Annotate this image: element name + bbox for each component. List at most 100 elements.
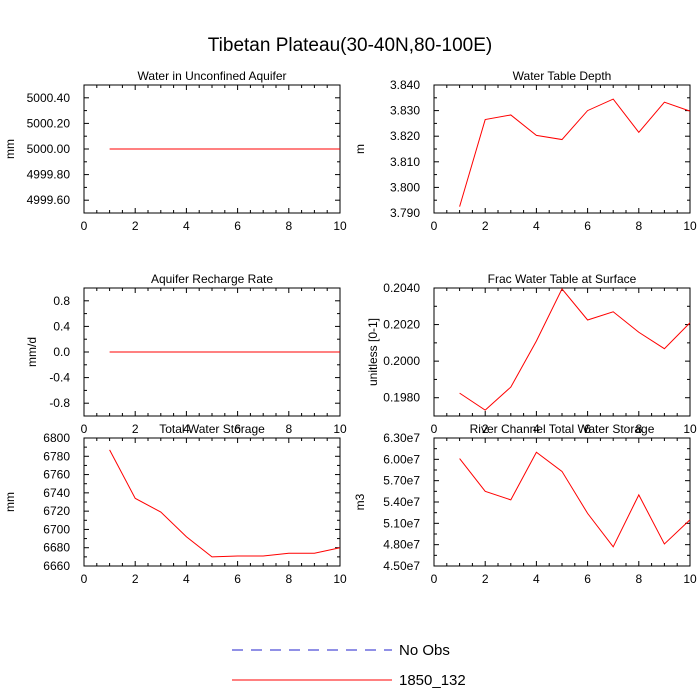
x-tick-label: 8	[635, 219, 642, 233]
y-tick-label: 6.00e7	[383, 452, 420, 466]
y-axis-label: m	[353, 144, 367, 154]
plot-frame	[433, 437, 691, 567]
x-tick-label: 10	[333, 422, 347, 436]
y-axis-label: m3	[353, 493, 367, 510]
y-tick-label: 5000.00	[27, 142, 71, 156]
y-tick-label: 3.790	[390, 206, 420, 220]
y-tick-label: 4999.60	[27, 193, 71, 207]
series-line	[459, 451, 691, 548]
legend: No Obs 1850_132	[232, 642, 466, 689]
y-tick-label: 6740	[43, 486, 70, 500]
y-tick-label: 4999.80	[27, 168, 71, 182]
y-tick-label: 6720	[43, 504, 70, 518]
x-tick-label: 8	[285, 219, 292, 233]
x-tick-label: 4	[183, 572, 190, 586]
chart-panel-3: Aquifer Recharge Rate mm/d 0 2 4 6 8 10 -0.8 -0.4…	[25, 272, 347, 436]
x-tick-label: 6	[234, 219, 241, 233]
chart-panel-2: Water Table Depth m 0 2 4 6 8 10 3.790 3.800 3.810…	[353, 69, 697, 233]
series-line	[459, 287, 691, 411]
y-tick-label: 0.1980	[383, 391, 420, 405]
x-tick-label: 0	[431, 572, 438, 586]
x-tick-label: 2	[132, 572, 139, 586]
panel-title: Frac Water Table at Surface	[488, 272, 637, 286]
y-tick-label: 6800	[43, 431, 70, 445]
y-tick-label: 4.50e7	[383, 559, 420, 573]
x-tick-label: 4	[533, 219, 540, 233]
panel-title: Water in Unconfined Aquifer	[138, 69, 287, 83]
series-line	[109, 449, 341, 558]
panels: Water in Unconfined Aquifer mm 0 2 4 6 8 10 4999…	[3, 69, 697, 586]
x-tick-label: 4	[533, 572, 540, 586]
y-tick-label: 6680	[43, 541, 70, 555]
x-tick-label: 4	[183, 422, 190, 436]
y-tick-label: 6660	[43, 559, 70, 573]
y-axis-label: mm	[3, 492, 17, 512]
x-tick-label: 0	[431, 219, 438, 233]
x-tick-label: 8	[635, 572, 642, 586]
x-tick-label: 6	[584, 572, 591, 586]
page-title: Tibetan Plateau(30-40N,80-100E)	[208, 35, 492, 56]
chart-panel-4: Frac Water Table at Surface unitless [0-1…	[366, 272, 697, 436]
chart-panel-6: River Channel Total Water Storage m3 0 2 4 6 8…	[353, 422, 697, 586]
y-tick-label: 3.840	[390, 78, 420, 92]
plot-frame	[433, 287, 691, 417]
x-tick-label: 6	[234, 422, 241, 436]
legend-item-no-obs: No Obs	[232, 642, 450, 659]
panel-title: River Channel Total Water Storage	[470, 422, 655, 436]
x-tick-label: 2	[482, 572, 489, 586]
y-tick-label: 3.830	[390, 104, 420, 118]
y-tick-label: 5000.40	[27, 91, 71, 105]
legend-item-1850-132: 1850_132	[232, 672, 466, 689]
legend-label-1850-132: 1850_132	[399, 672, 466, 689]
y-tick-label: 0.2040	[383, 281, 420, 295]
x-tick-label: 10	[683, 572, 697, 586]
y-tick-label: 6760	[43, 468, 70, 482]
y-tick-label: 4.80e7	[383, 538, 420, 552]
x-tick-label: 0	[81, 572, 88, 586]
panel-title: Aquifer Recharge Rate	[151, 272, 273, 286]
y-tick-label: 0.8	[53, 294, 70, 308]
y-tick-label: 3.810	[390, 155, 420, 169]
x-tick-label: 10	[333, 572, 347, 586]
y-tick-label: 5.40e7	[383, 495, 420, 509]
plot-frame	[83, 437, 341, 567]
y-tick-label: 0.2000	[383, 354, 420, 368]
y-tick-label: 5.70e7	[383, 474, 420, 488]
chart-panel-5: Total Water Storage mm 0 2 4 6 8 10 6660 6680 6700…	[3, 422, 347, 586]
y-axis-label: unitless [0-1]	[366, 318, 380, 386]
y-tick-label: 6.30e7	[383, 431, 420, 445]
y-axis-label: mm	[3, 139, 17, 159]
x-tick-label: 0	[431, 422, 438, 436]
y-tick-label: -0.4	[49, 371, 70, 385]
series-line	[459, 98, 691, 207]
panel-title: Total Water Storage	[159, 422, 265, 436]
x-tick-label: 10	[683, 422, 697, 436]
y-tick-label: -0.8	[49, 396, 70, 410]
x-tick-label: 8	[285, 422, 292, 436]
x-tick-label: 2	[132, 422, 139, 436]
x-tick-label: 6	[584, 219, 591, 233]
x-tick-label: 8	[285, 572, 292, 586]
x-tick-label: 8	[635, 422, 642, 436]
y-tick-label: 0.2020	[383, 318, 420, 332]
x-tick-label: 2	[482, 219, 489, 233]
x-tick-label: 10	[333, 219, 347, 233]
x-tick-label: 4	[533, 422, 540, 436]
y-axis-label: mm/d	[25, 337, 39, 367]
x-tick-label: 0	[81, 219, 88, 233]
y-tick-label: 3.820	[390, 129, 420, 143]
y-tick-label: 5000.20	[27, 116, 71, 130]
x-tick-label: 4	[183, 219, 190, 233]
y-tick-label: 3.800	[390, 180, 420, 194]
panel-title: Water Table Depth	[513, 69, 612, 83]
plot-frame	[433, 84, 691, 214]
x-tick-label: 2	[132, 219, 139, 233]
legend-label-no-obs: No Obs	[399, 642, 450, 659]
y-tick-label: 5.10e7	[383, 516, 420, 530]
x-tick-label: 6	[584, 422, 591, 436]
chart-panel-1: Water in Unconfined Aquifer mm 0 2 4 6 8 10 4999…	[3, 69, 347, 233]
x-tick-label: 0	[81, 422, 88, 436]
y-tick-label: 6780	[43, 449, 70, 463]
y-tick-label: 6700	[43, 522, 70, 536]
